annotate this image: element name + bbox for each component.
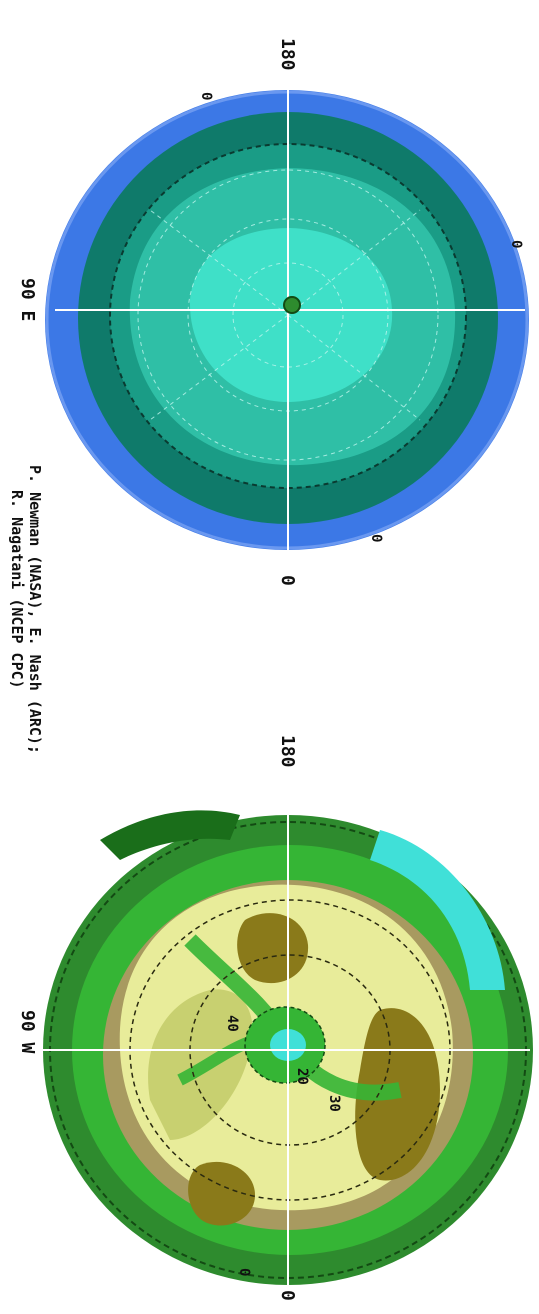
top-label-180: 180 [277, 38, 298, 71]
top-contour-label-b: 0 [508, 240, 524, 248]
top-contour-label-a: 0 [198, 92, 214, 100]
top-core-region [189, 228, 393, 403]
bottom-olive-blob-3 [188, 1161, 255, 1226]
bottom-cyan-arc [370, 830, 505, 990]
bottom-contour-label-40: 40 [224, 1015, 240, 1032]
top-polar-map [45, 85, 529, 550]
bottom-polar-map [40, 795, 533, 1295]
top-label-0: 0 [277, 575, 298, 586]
bottom-contour-label-50: 0 [236, 1268, 252, 1276]
bottom-label-90w: 90 W [17, 1010, 38, 1054]
top-pole-marker [283, 296, 301, 314]
bottom-olive-blob-1 [237, 913, 309, 984]
credit-line-2: R. Nagatani (NCEP CPC) [8, 490, 26, 689]
bottom-contour-label-30: 30 [326, 1095, 342, 1112]
bottom-label-180: 180 [277, 735, 298, 768]
bottom-contour-label-20: 20 [294, 1068, 310, 1085]
top-label-90e: 90 E [17, 278, 38, 321]
bottom-label-0: 0 [277, 1290, 298, 1301]
credit-line-1: P. Newman (NASA), E. Nash (ARC); [26, 465, 44, 754]
top-contour-label-c: 0 [368, 534, 384, 542]
